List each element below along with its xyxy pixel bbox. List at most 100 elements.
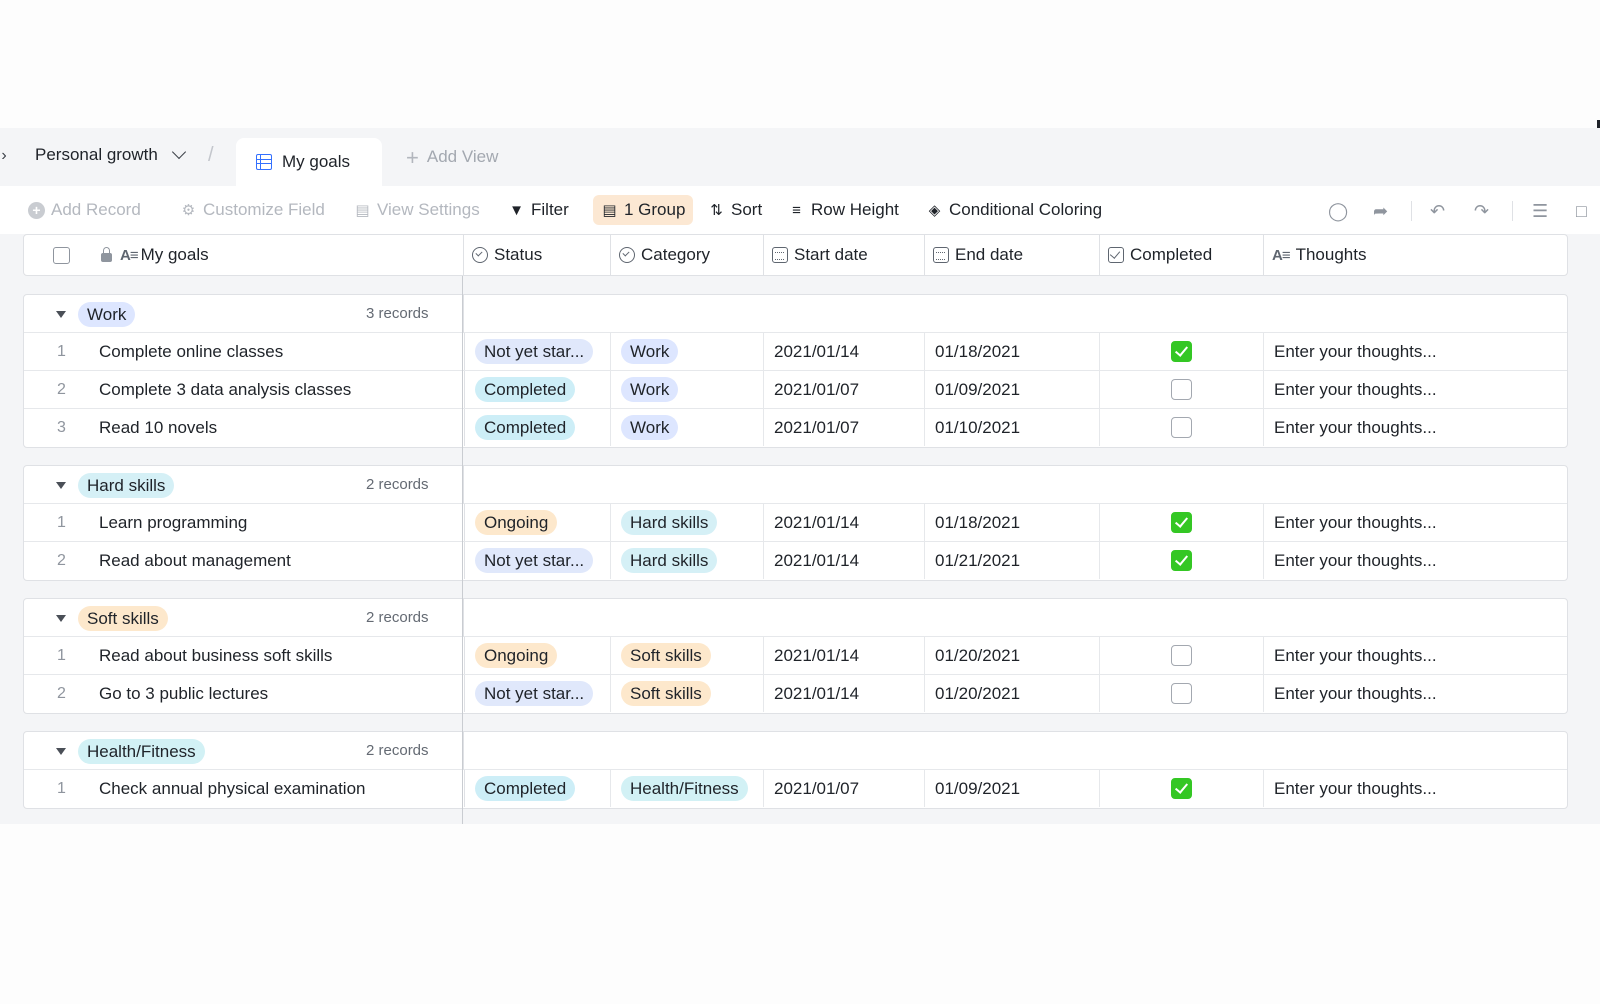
status-cell[interactable]: Not yet star... [464, 333, 611, 370]
group-header[interactable]: Health/Fitness 2 records [24, 732, 1567, 770]
collapse-triangle-icon[interactable] [56, 748, 66, 755]
filter-button[interactable]: ▼ Filter [508, 195, 569, 225]
collapse-triangle-icon[interactable] [56, 482, 66, 489]
completed-checkbox[interactable] [1171, 417, 1192, 438]
status-cell[interactable]: Completed [464, 371, 611, 408]
category-cell[interactable]: Hard skills [611, 542, 764, 579]
sort-button[interactable]: ⇅ Sort [708, 195, 762, 225]
category-cell[interactable]: Work [611, 371, 764, 408]
redo-icon[interactable]: ↷ [1474, 200, 1490, 221]
goal-title-cell[interactable]: Read about management [99, 542, 463, 579]
start-date-cell[interactable]: 2021/01/07 [764, 409, 925, 446]
column-header-thoughts[interactable]: A≡ Thoughts [1264, 235, 1538, 275]
start-date-cell[interactable]: 2021/01/07 [764, 371, 925, 408]
collapse-triangle-icon[interactable] [56, 615, 66, 622]
table-switcher[interactable]: Personal growth [35, 144, 186, 165]
tab-my-goals[interactable]: My goals [236, 138, 382, 186]
table-row[interactable]: 2 Complete 3 data analysis classes Complet… [24, 371, 1567, 409]
thoughts-cell[interactable]: Enter your thoughts... [1274, 417, 1437, 437]
add-record-button[interactable]: + Add Record [28, 195, 141, 225]
table-row[interactable]: 3 Read 10 novels Completed Work 2021/01/07 01… [24, 409, 1567, 447]
end-date-cell[interactable]: 01/09/2021 [925, 770, 1100, 807]
category-cell[interactable]: Soft skills [611, 675, 764, 712]
thoughts-cell[interactable]: Enter your thoughts... [1274, 645, 1437, 665]
search-records-icon[interactable]: ☰ [1532, 200, 1549, 221]
thoughts-cell[interactable]: Enter your thoughts... [1274, 379, 1437, 399]
row-height-button[interactable]: ≡ Row Height [788, 195, 899, 225]
end-date-cell[interactable]: 01/09/2021 [925, 371, 1100, 408]
start-date-cell[interactable]: 2021/01/14 [764, 675, 925, 712]
category-cell[interactable]: Work [611, 409, 764, 446]
table-row[interactable]: 2 Go to 3 public lectures Not yet star... S… [24, 675, 1567, 713]
status-cell[interactable]: Ongoing [464, 504, 611, 541]
goal-title-cell[interactable]: Check annual physical examination [99, 770, 463, 807]
select-all-checkbox[interactable] [53, 246, 70, 264]
end-date-cell[interactable]: 01/20/2021 [925, 637, 1100, 674]
collapse-triangle-icon[interactable] [56, 311, 66, 318]
column-header-status[interactable]: Status [464, 235, 611, 275]
table-row[interactable]: 1 Complete online classes Not yet star... W… [24, 333, 1567, 371]
completed-checkbox[interactable] [1171, 683, 1192, 704]
completed-checkbox[interactable] [1171, 379, 1192, 400]
thoughts-cell[interactable]: Enter your thoughts... [1274, 341, 1437, 361]
category-cell[interactable]: Health/Fitness [611, 770, 764, 807]
group-button[interactable]: ▤ 1 Group [593, 195, 694, 225]
comment-icon[interactable]: □ [1576, 200, 1587, 221]
end-date-cell[interactable]: 01/10/2021 [925, 409, 1100, 446]
undo-icon[interactable]: ↶ [1430, 200, 1446, 221]
view-settings-button[interactable]: ▤ View Settings [354, 195, 479, 225]
completed-checkbox[interactable] [1171, 778, 1192, 799]
completed-checkbox[interactable] [1171, 341, 1192, 362]
table-row[interactable]: 1 Check annual physical examination Comple… [24, 770, 1567, 808]
goal-title-cell[interactable]: Go to 3 public lectures [99, 675, 463, 712]
goal-title-cell[interactable]: Complete online classes [99, 333, 463, 370]
thoughts-cell[interactable]: Enter your thoughts... [1274, 550, 1437, 570]
toolbar: + Add Record ⚙ Customize Field ▤ View Se… [0, 186, 1600, 234]
end-date-cell[interactable]: 01/20/2021 [925, 675, 1100, 712]
category-cell[interactable]: Soft skills [611, 637, 764, 674]
start-date-cell[interactable]: 2021/01/14 [764, 504, 925, 541]
customize-field-button[interactable]: ⚙ Customize Field [180, 195, 325, 225]
goal-title-cell[interactable]: Learn programming [99, 504, 463, 541]
status-cell[interactable]: Not yet star... [464, 542, 611, 579]
completed-checkbox[interactable] [1171, 512, 1192, 533]
group-header[interactable]: Soft skills 2 records [24, 599, 1567, 637]
conditional-coloring-button[interactable]: ◈ Conditional Coloring [926, 195, 1102, 225]
end-date-cell[interactable]: 01/21/2021 [925, 542, 1100, 579]
goal-title-cell[interactable]: Complete 3 data analysis classes [99, 371, 463, 408]
status-cell[interactable]: Completed [464, 770, 611, 807]
goal-title-cell[interactable]: Read about business soft skills [99, 637, 463, 674]
start-date-cell[interactable]: 2021/01/14 [764, 333, 925, 370]
column-header-category[interactable]: Category [611, 235, 764, 275]
start-date-cell[interactable]: 2021/01/07 [764, 770, 925, 807]
column-header-start-date[interactable]: Start date [764, 235, 925, 275]
category-cell[interactable]: Work [611, 333, 764, 370]
status-cell[interactable]: Completed [464, 409, 611, 446]
completed-checkbox[interactable] [1171, 645, 1192, 666]
column-header-end-date[interactable]: End date [925, 235, 1100, 275]
start-date-cell[interactable]: 2021/01/14 [764, 542, 925, 579]
end-date-cell[interactable]: 01/18/2021 [925, 333, 1100, 370]
table-row[interactable]: 1 Read about business soft skills Ongoing S… [24, 637, 1567, 675]
thoughts-cell[interactable]: Enter your thoughts... [1274, 683, 1437, 703]
status-cell[interactable]: Ongoing [464, 637, 611, 674]
add-view-button[interactable]: + Add View [406, 146, 498, 168]
status-cell[interactable]: Not yet star... [464, 675, 611, 712]
category-cell[interactable]: Hard skills [611, 504, 764, 541]
goal-title-cell[interactable]: Read 10 novels [99, 409, 463, 446]
column-header-title[interactable]: A≡ My goals [24, 235, 464, 275]
sidebar-expand-icon[interactable]: › [1, 147, 7, 164]
start-date-cell[interactable]: 2021/01/14 [764, 637, 925, 674]
category-pill: Hard skills [621, 548, 718, 573]
share-icon[interactable]: ➦ [1373, 200, 1389, 221]
group-header[interactable]: Work 3 records [24, 295, 1567, 333]
thoughts-cell[interactable]: Enter your thoughts... [1274, 512, 1437, 532]
group-header[interactable]: Hard skills 2 records [24, 466, 1567, 504]
calendar-icon [772, 247, 788, 263]
completed-checkbox[interactable] [1171, 550, 1192, 571]
column-header-completed[interactable]: Completed [1100, 235, 1264, 275]
table-row[interactable]: 1 Learn programming Ongoing Hard skills 2021… [24, 504, 1567, 542]
thoughts-cell[interactable]: Enter your thoughts... [1274, 778, 1437, 798]
table-row[interactable]: 2 Read about management Not yet star... Har… [24, 542, 1567, 580]
end-date-cell[interactable]: 01/18/2021 [925, 504, 1100, 541]
